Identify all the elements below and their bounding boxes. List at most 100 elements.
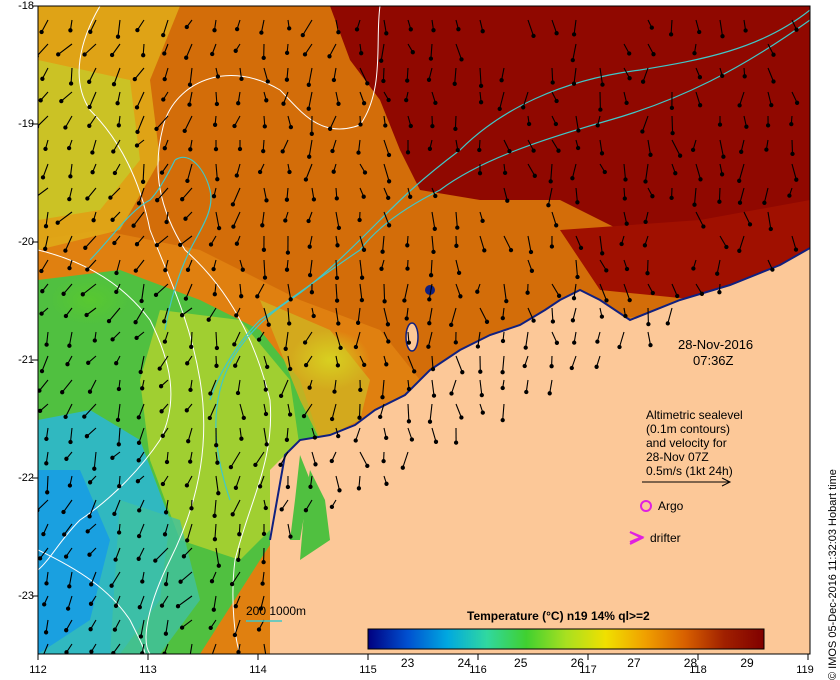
velocity-arrow-head (135, 479, 141, 484)
velocity-arrow-head (428, 56, 434, 61)
velocity-arrow (403, 283, 409, 301)
velocity-arrow (718, 187, 721, 202)
velocity-arrow-head (406, 340, 412, 345)
velocity-arrow (213, 595, 217, 610)
velocity-arrow-head (138, 369, 143, 375)
velocity-arrow-head (405, 266, 410, 271)
velocity-arrow (359, 451, 368, 467)
velocity-arrow-head (715, 271, 720, 276)
velocity-arrow-head (648, 152, 653, 157)
velocity-arrow-head (278, 462, 283, 468)
velocity-arrow-head (140, 179, 146, 184)
velocity-arrow (479, 307, 488, 323)
velocity-arrow (215, 331, 218, 349)
velocity-arrow (118, 427, 121, 445)
velocity-arrow (117, 403, 121, 420)
velocity-arrow-head (44, 581, 49, 586)
velocity-arrow-head (384, 435, 389, 441)
velocity-arrow-head (237, 532, 242, 537)
velocity-arrow-head (232, 342, 237, 347)
velocity-arrow-head (241, 415, 246, 421)
velocity-arrow-head (362, 170, 368, 175)
velocity-arrow (719, 139, 724, 157)
velocity-arrow-head (67, 483, 73, 488)
velocity-arrow (642, 67, 649, 82)
velocity-arrow (215, 211, 220, 229)
velocity-arrow-head (265, 656, 268, 659)
velocity-arrow-head (261, 55, 266, 61)
velocity-arrow-head (80, 292, 85, 297)
velocity-arrow-head (115, 34, 121, 39)
lat-tick: -18 (18, 0, 34, 12)
velocity-arrow-head (332, 389, 337, 394)
velocity-arrow-head (500, 315, 505, 321)
velocity-arrow-head (208, 242, 214, 247)
velocity-arrow-head (408, 123, 413, 129)
velocity-arrow-head (67, 196, 72, 202)
velocity-arrow (379, 403, 385, 418)
velocity-arrow-head (571, 81, 577, 86)
velocity-arrow (232, 211, 241, 227)
lon-tick: 116 (469, 664, 487, 676)
velocity-arrow (382, 235, 385, 252)
velocity-arrow (455, 211, 458, 228)
velocity-arrow-head (789, 121, 794, 127)
velocity-arrow-head (460, 370, 465, 375)
velocity-arrow-head (39, 268, 44, 274)
velocity-arrow-head (307, 385, 312, 390)
velocity-arrow (335, 307, 339, 324)
velocity-arrow (91, 139, 97, 153)
velocity-arrow-head (627, 76, 632, 81)
velocity-arrow-head (405, 243, 410, 248)
velocity-arrow-head (234, 313, 239, 318)
velocity-arrow-head (497, 106, 502, 112)
velocity-arrow (57, 211, 73, 224)
velocity-arrow (44, 235, 49, 249)
velocity-arrow-head (288, 297, 293, 302)
velocity-arrow-head (237, 146, 243, 152)
velocity-arrow-head (44, 436, 49, 442)
velocity-arrow-head (259, 30, 264, 35)
velocity-arrow-head (115, 101, 120, 106)
velocity-arrow-head (280, 149, 285, 154)
velocity-arrow-head (87, 514, 92, 519)
island (425, 285, 435, 295)
velocity-arrow-head (211, 266, 216, 272)
velocity-arrow-head (499, 78, 504, 83)
velocity-arrow-head (283, 346, 288, 351)
velocity-arrow-head (159, 409, 164, 414)
velocity-arrow-head (335, 363, 341, 368)
velocity-arrow (180, 571, 193, 583)
velocity-arrow-head (478, 83, 484, 89)
velocity-arrow-head (135, 27, 140, 33)
velocity-arrow-head (158, 384, 164, 389)
velocity-arrow-head (359, 51, 364, 56)
velocity-arrow-head (427, 419, 433, 424)
velocity-arrow-head (284, 267, 290, 272)
velocity-arrow-head (265, 364, 270, 370)
velocity-arrow (455, 259, 460, 274)
velocity-arrow-head (380, 249, 385, 254)
velocity-arrow (695, 163, 702, 180)
velocity-arrow-head (68, 174, 73, 179)
velocity-arrow-head (604, 298, 609, 303)
velocity-arrow (140, 355, 145, 373)
velocity-arrow-head (771, 52, 776, 57)
velocity-arrow-head (546, 203, 551, 208)
velocity-arrow (431, 379, 435, 396)
velocity-arrow (60, 91, 73, 102)
velocity-arrow (644, 163, 649, 182)
velocity-arrow-head (116, 442, 121, 447)
velocity-arrow-head (365, 81, 370, 86)
velocity-arrow (215, 547, 220, 566)
velocity-arrow-head (235, 390, 241, 396)
velocity-arrow-head (163, 631, 169, 636)
velocity-arrow (695, 91, 701, 106)
velocity-arrow-head (66, 145, 72, 151)
velocity-arrow (232, 499, 241, 515)
velocity-arrow-head (480, 410, 485, 415)
legend-line: Altimetric sealevel (646, 408, 743, 422)
velocity-arrow-head (650, 194, 655, 199)
velocity-arrow-head (598, 107, 603, 112)
velocity-arrow (39, 547, 49, 559)
